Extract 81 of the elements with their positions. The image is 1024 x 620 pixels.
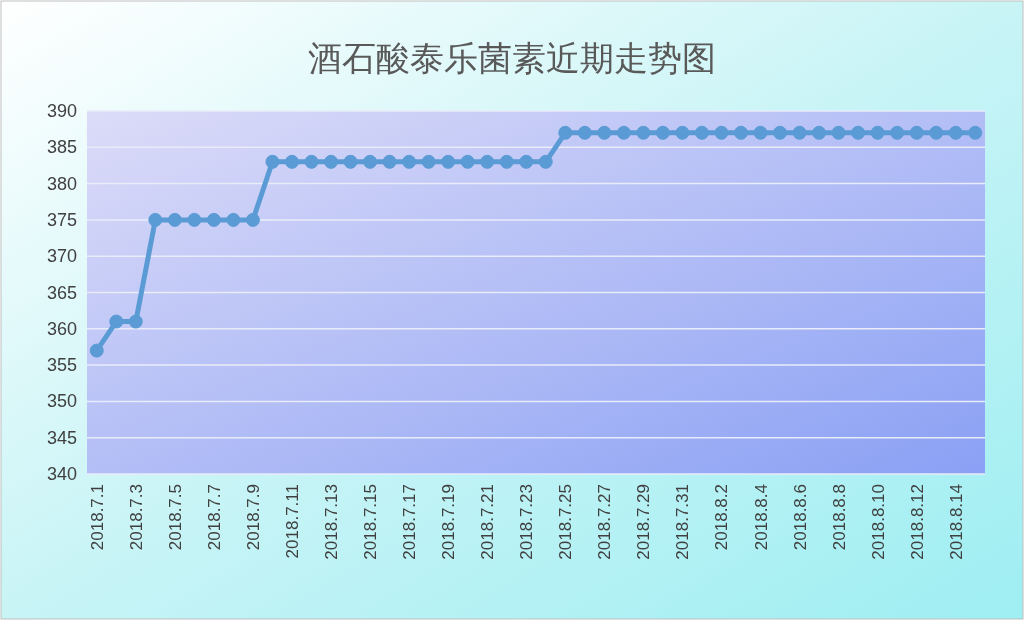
point	[343, 154, 358, 169]
point	[519, 154, 534, 169]
point	[226, 212, 241, 227]
x-tick-label: 2018.8.14	[946, 484, 966, 560]
y-tick-label: 345	[46, 427, 77, 448]
point	[714, 125, 729, 140]
point	[382, 154, 397, 169]
point	[968, 125, 983, 140]
point	[577, 125, 592, 140]
point	[558, 125, 573, 140]
chart-title: 酒石酸泰乐菌素近期走势图	[308, 39, 716, 77]
point	[148, 212, 163, 227]
point	[929, 125, 944, 140]
x-tick-label: 2018.8.10	[868, 484, 888, 560]
point	[284, 154, 299, 169]
point	[324, 154, 339, 169]
point	[89, 343, 104, 358]
x-tick-label: 2018.7.11	[282, 484, 302, 559]
y-tick-label: 375	[46, 209, 77, 230]
x-tick-label: 2018.8.4	[751, 484, 771, 551]
y-tick-label: 390	[46, 101, 77, 121]
y-tick-label: 385	[46, 137, 77, 158]
point	[831, 125, 846, 140]
point	[187, 212, 202, 227]
x-tick-label: 2018.7.31	[673, 484, 693, 560]
point	[206, 212, 221, 227]
point	[499, 154, 514, 169]
point	[128, 314, 143, 329]
point	[773, 125, 788, 140]
point	[909, 125, 924, 140]
point	[480, 154, 495, 169]
point	[441, 154, 456, 169]
point	[265, 154, 280, 169]
x-tick-label: 2018.8.8	[829, 484, 849, 551]
point	[753, 125, 768, 140]
y-tick-label: 340	[46, 464, 77, 484]
x-tick-label: 2018.8.2	[712, 484, 732, 551]
point	[402, 154, 417, 169]
y-tick-label: 355	[46, 355, 77, 376]
x-tick-label: 2018.7.1	[87, 484, 107, 551]
point	[109, 314, 124, 329]
x-tick-label: 2018.7.21	[478, 484, 498, 560]
x-tick-label: 2018.7.9	[243, 484, 263, 551]
point	[597, 125, 612, 140]
x-tick-label: 2018.7.25	[556, 484, 576, 560]
point	[694, 125, 709, 140]
point	[245, 212, 260, 227]
x-tick-label: 2018.7.29	[634, 484, 654, 560]
x-tick-label: 2018.8.12	[907, 484, 927, 560]
point	[304, 154, 319, 169]
point	[675, 125, 690, 140]
point	[636, 125, 651, 140]
point	[812, 125, 827, 140]
point	[363, 154, 378, 169]
point	[870, 125, 885, 140]
x-tick-label: 2018.7.17	[400, 484, 420, 560]
point	[733, 125, 748, 140]
y-tick-label: 380	[46, 173, 77, 194]
x-tick-label: 2018.7.19	[439, 484, 459, 560]
x-tick-label: 2018.7.5	[165, 484, 185, 551]
x-tick-label: 2018.8.6	[790, 484, 810, 551]
x-tick-label: 2018.7.23	[517, 484, 537, 560]
point	[421, 154, 436, 169]
point	[460, 154, 475, 169]
x-tick-label: 2018.7.15	[361, 484, 381, 560]
y-tick-label: 365	[46, 282, 77, 303]
y-tick-label: 370	[46, 246, 77, 267]
x-tick-label: 2018.7.7	[204, 484, 224, 551]
y-tick-label: 360	[46, 318, 77, 339]
point	[538, 154, 553, 169]
point	[655, 125, 670, 140]
point	[851, 125, 866, 140]
x-tick-label: 2018.7.27	[595, 484, 615, 560]
point	[167, 212, 182, 227]
point	[948, 125, 963, 140]
y-tick-label: 350	[46, 391, 77, 412]
x-tick-label: 2018.7.13	[322, 484, 342, 560]
point	[890, 125, 905, 140]
x-tick-label: 2018.7.3	[126, 484, 146, 551]
point	[792, 125, 807, 140]
point	[616, 125, 631, 140]
